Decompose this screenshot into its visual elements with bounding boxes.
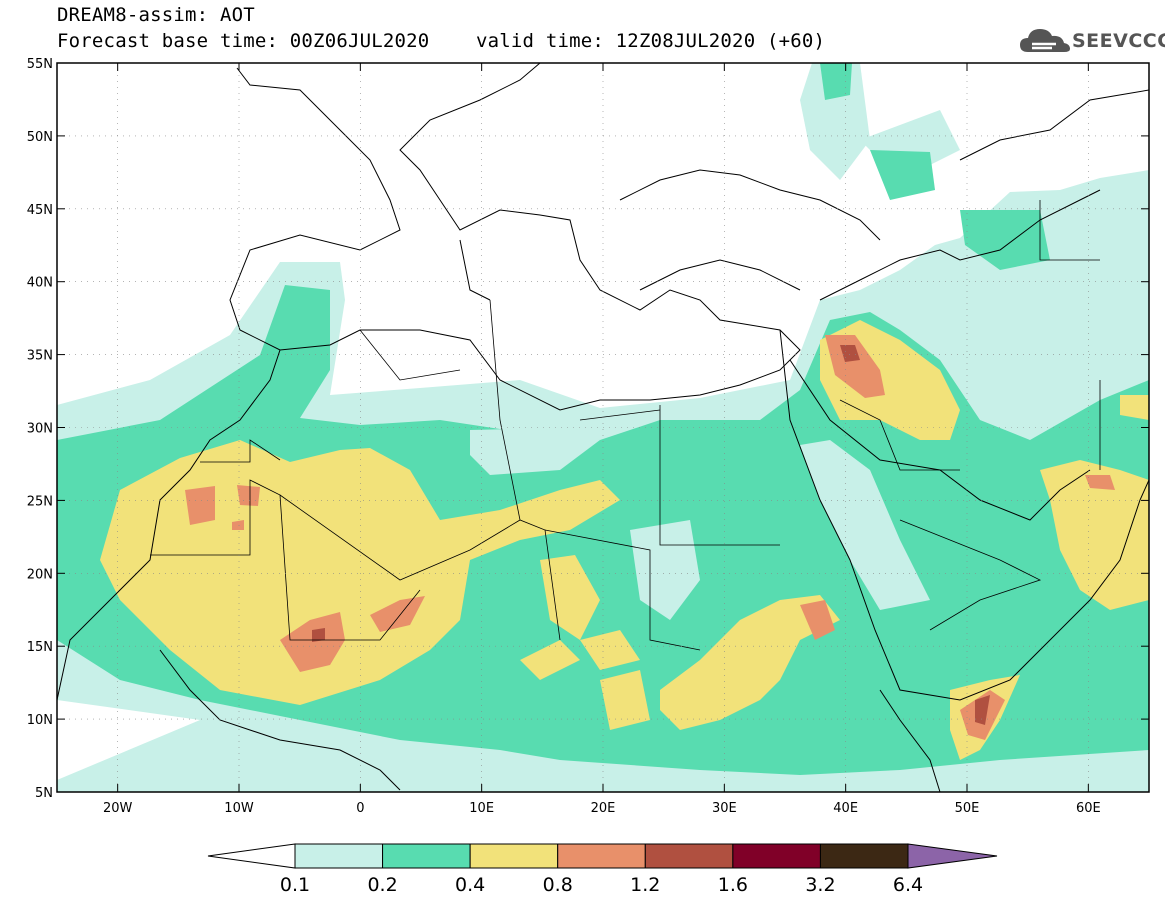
lat-label: 40N: [27, 276, 53, 291]
lon-label: 0: [356, 801, 364, 816]
lat-label: 55N: [27, 57, 53, 72]
latitude-axis: 55N 50N 45N 40N 35N 30N 25N 20N 15N 10N 5N: [27, 57, 1149, 801]
lat-label: 30N: [27, 422, 53, 437]
lat-label: 5N: [35, 786, 53, 801]
lon-label: 30E: [712, 801, 737, 816]
lon-label: 10W: [224, 801, 254, 816]
longitude-axis: 20W 10W 0 10E 20E 30E 40E 50E 60E: [103, 63, 1101, 816]
aot-level-1.2: [312, 345, 990, 725]
colorbar-max-arrow: [907, 843, 998, 869]
colorbar: 0.1 0.2 0.4 0.8 1.2 1.6 3.2 6.4: [207, 843, 998, 896]
lat-label: 50N: [27, 130, 53, 145]
logo-text: SEEVCCC: [1072, 30, 1165, 52]
coastlines: [57, 63, 1149, 792]
gridlines: [57, 63, 1149, 792]
map-subtitle: Forecast base time: 00Z06JUL2020 valid t…: [57, 30, 826, 52]
lon-label: 50E: [955, 801, 980, 816]
map-title: DREAM8-assim: AOT: [57, 4, 255, 26]
colorbar-label: 0.2: [367, 874, 397, 896]
colorbar-label: 1.6: [718, 874, 748, 896]
cloud-icon: [1020, 29, 1070, 52]
seevccc-logo: SEEVCCC: [1018, 24, 1165, 58]
lat-label: 45N: [27, 203, 53, 218]
colorbar-label: 6.4: [893, 874, 923, 896]
lon-label: 20E: [591, 801, 616, 816]
colorbar-box: [294, 843, 384, 869]
lon-label: 40E: [833, 801, 858, 816]
colorbar-box: [819, 843, 909, 869]
colorbar-box: [557, 843, 646, 869]
lon-label: 60E: [1076, 801, 1101, 816]
colorbar-label: 0.8: [543, 874, 573, 896]
aot-level-0.4: [100, 320, 1149, 760]
colorbar-label: 3.2: [805, 874, 835, 896]
colorbar-box: [732, 843, 821, 869]
borders: [150, 200, 1101, 651]
lat-label: 25N: [27, 494, 53, 509]
colorbar-box: [382, 843, 471, 869]
lon-label: 10E: [469, 801, 494, 816]
lat-label: 20N: [27, 567, 53, 582]
colorbar-box: [644, 843, 734, 869]
lat-label: 10N: [27, 713, 53, 728]
lat-label: 35N: [27, 349, 53, 364]
lon-label: 20W: [103, 801, 133, 816]
colorbar-min-arrow: [207, 843, 296, 869]
colorbar-label: 0.1: [280, 874, 310, 896]
colorbar-box: [469, 843, 559, 869]
lat-label: 15N: [27, 640, 53, 655]
colorbar-label: 0.4: [455, 874, 485, 896]
colorbar-label: 1.2: [630, 874, 660, 896]
